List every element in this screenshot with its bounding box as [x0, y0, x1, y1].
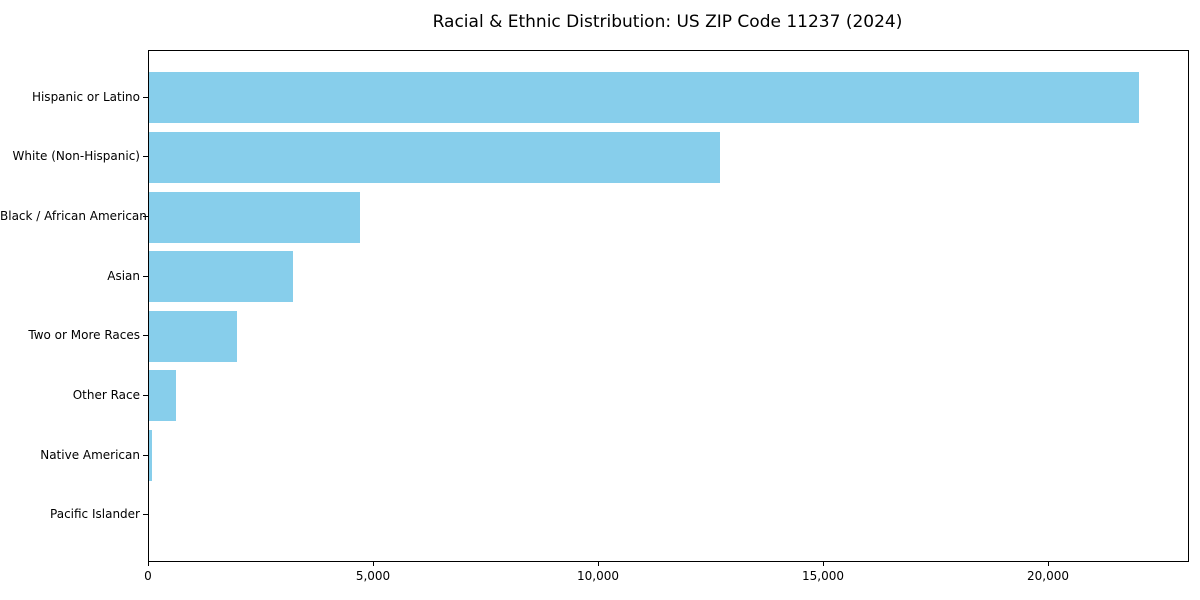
y-label-two-or-more-races: Two or More Races: [28, 328, 140, 342]
y-tick-two-or-more-races: [143, 335, 148, 336]
x-tick-label-15000: 15,000: [802, 569, 844, 583]
x-tick-5000: [373, 561, 374, 566]
x-tick-label-0: 0: [144, 569, 152, 583]
y-tick-native-american: [143, 455, 148, 456]
bar-asian: [149, 251, 293, 303]
x-tick-label-20000: 20,000: [1027, 569, 1069, 583]
x-tick-10000: [598, 561, 599, 566]
bar-other-race: [149, 370, 176, 422]
y-tick-asian: [143, 276, 148, 277]
y-label-other-race: Other Race: [72, 388, 140, 402]
y-label-asian: Asian: [107, 269, 140, 283]
y-tick-white-non-hispanic: [143, 156, 148, 157]
bar-native-american: [149, 430, 153, 482]
y-label-white-non-hispanic: White (Non-Hispanic): [12, 149, 140, 163]
y-tick-pacific-islander: [143, 514, 148, 515]
bar-white-non-hispanic: [149, 131, 721, 183]
x-tick-label-5000: 5,000: [355, 569, 391, 583]
x-tick-0: [148, 561, 149, 566]
bar-hispanic-or-latino: [149, 72, 1139, 124]
plot-area: [148, 50, 1189, 562]
y-label-black-african-american: Black / African American: [0, 209, 147, 223]
y-tick-other-race: [143, 395, 148, 396]
y-label-pacific-islander: Pacific Islander: [50, 507, 140, 521]
x-tick-label-10000: 10,000: [577, 569, 619, 583]
y-label-native-american: Native American: [40, 448, 140, 462]
bar-black-african-american: [149, 191, 361, 243]
chart-title: Racial & Ethnic Distribution: US ZIP Cod…: [432, 12, 903, 32]
x-tick-20000: [1048, 561, 1049, 566]
y-tick-black-african-american: [143, 216, 148, 217]
bar-two-or-more-races: [149, 310, 237, 362]
y-tick-hispanic-or-latino: [143, 97, 148, 98]
x-tick-15000: [823, 561, 824, 566]
y-label-hispanic-or-latino: Hispanic or Latino: [31, 90, 140, 104]
